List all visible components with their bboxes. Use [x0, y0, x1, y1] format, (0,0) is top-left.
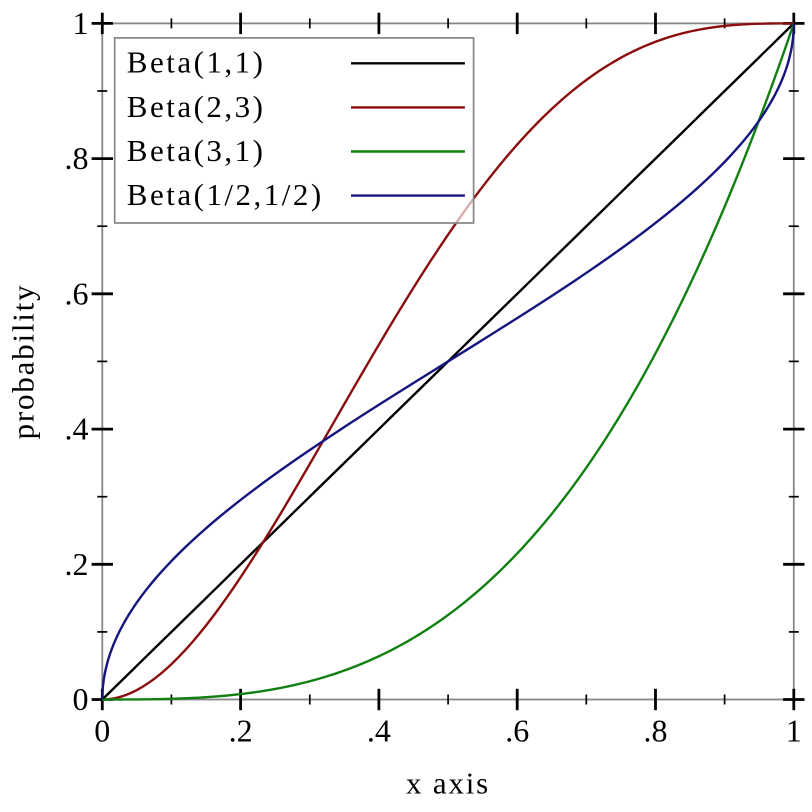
svg-text:x axis: x axis — [406, 766, 490, 801]
svg-text:Beta(1,1): Beta(1,1) — [127, 45, 266, 80]
svg-text:.8: .8 — [644, 712, 668, 748]
svg-text:1: 1 — [73, 5, 89, 41]
svg-text:.4: .4 — [367, 712, 391, 748]
svg-text:1: 1 — [786, 712, 802, 748]
svg-text:.6: .6 — [65, 275, 89, 311]
svg-text:0: 0 — [94, 712, 110, 748]
svg-text:.6: .6 — [505, 712, 529, 748]
svg-text:Beta(3,1): Beta(3,1) — [127, 133, 266, 168]
svg-text:.2: .2 — [229, 712, 253, 748]
svg-text:.4: .4 — [65, 411, 89, 447]
svg-text:.8: .8 — [65, 140, 89, 176]
svg-text:0: 0 — [73, 681, 89, 717]
svg-text:probability: probability — [5, 284, 40, 440]
svg-text:Beta(1/2,1/2): Beta(1/2,1/2) — [127, 177, 324, 212]
svg-text:.2: .2 — [65, 546, 89, 582]
svg-text:Beta(2,3): Beta(2,3) — [127, 89, 266, 124]
